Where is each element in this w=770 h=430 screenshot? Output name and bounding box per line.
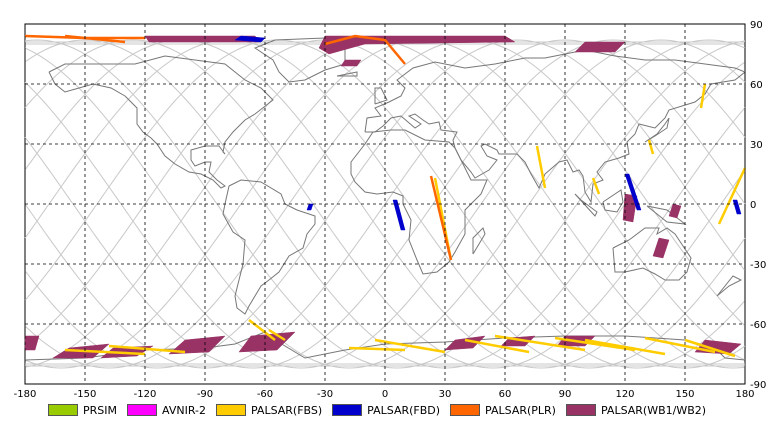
y-tick-labels: 90 60 30 0 -30 -60 -90: [750, 20, 766, 391]
swath: [429, 175, 453, 261]
swath: [652, 237, 670, 259]
swath: [234, 35, 266, 43]
swath: [64, 34, 126, 44]
swath: [732, 199, 742, 215]
swath: [494, 334, 586, 352]
legend-label: PALSAR(PLR): [485, 403, 556, 417]
x-tick-label: -150: [74, 389, 97, 400]
coastline: [716, 275, 743, 297]
x-tick-label: 150: [675, 389, 694, 400]
swath: [248, 319, 276, 341]
swath: [535, 145, 547, 189]
swath: [624, 173, 642, 211]
y-tick-label: 30: [750, 140, 763, 151]
x-tick-label: -90: [197, 389, 213, 400]
swath: [324, 34, 406, 65]
swath: [24, 335, 40, 351]
swath: [554, 336, 636, 352]
coastline: [472, 227, 486, 255]
swath: [464, 338, 530, 354]
x-tick-label: 0: [382, 389, 388, 400]
swath: [268, 328, 286, 342]
swath: [340, 59, 362, 67]
swath: [684, 338, 736, 358]
x-tick-label: -180: [14, 389, 37, 400]
coastline: [364, 49, 746, 204]
coastline: [644, 117, 670, 143]
legend-label: PALSAR(FBS): [250, 403, 323, 417]
x-tick-label: 90: [559, 389, 572, 400]
legend-swatch: [450, 404, 481, 416]
legend-swatch: [215, 404, 246, 416]
swath: [374, 338, 446, 354]
swath: [348, 346, 406, 352]
legend-item: PRSIM: [48, 404, 117, 417]
x-tick-label: -120: [134, 389, 157, 400]
legend-label: PALSAR(WB1/WB2): [600, 403, 707, 417]
y-tick-label: -30: [750, 260, 766, 271]
acquisition-swaths: [24, 34, 747, 359]
legend-swatch: [332, 404, 363, 416]
coastline: [48, 55, 274, 189]
legend-item: PALSAR(FBS): [215, 403, 323, 417]
legend-swatch: [565, 404, 596, 416]
legend-swatch: [127, 404, 157, 416]
legend-item: AVNIR-2: [127, 404, 206, 417]
gridlines: [24, 23, 746, 385]
swath: [64, 348, 146, 356]
swath: [168, 335, 226, 355]
x-tick-label: 180: [735, 389, 754, 400]
y-tick-label: -60: [750, 320, 766, 331]
legend-label: PRSIM: [83, 403, 117, 417]
legend-label: PALSAR(FBD): [367, 403, 441, 417]
swath: [591, 177, 601, 195]
x-tick-label: 30: [439, 389, 452, 400]
x-tick-label: -60: [257, 389, 273, 400]
swath: [108, 344, 186, 354]
coastline: [612, 227, 692, 281]
swath: [717, 167, 747, 225]
y-tick-label: 90: [750, 20, 763, 31]
y-tick-label: 60: [750, 80, 763, 91]
legend-item: PALSAR(FBD): [332, 404, 440, 417]
coastline: [574, 193, 598, 217]
swath: [392, 199, 406, 231]
swath: [644, 336, 716, 354]
swath: [584, 338, 666, 356]
legend-item: PALSAR(WB1/WB2): [565, 403, 707, 417]
y-tick-label: 0: [750, 200, 756, 211]
x-tick-label: 60: [499, 389, 512, 400]
legend-label: AVNIR-2: [162, 403, 206, 417]
swath: [306, 203, 314, 211]
swath: [668, 203, 682, 219]
x-tick-label: 120: [615, 389, 634, 400]
legend: PRSIM AVNIR-2 PALSAR(FBS) PALSAR(FBD) PALSAR…: [48, 402, 716, 418]
coastline: [374, 87, 388, 105]
swath: [444, 335, 486, 351]
x-tick-label: -30: [317, 389, 333, 400]
coastline: [336, 71, 358, 77]
x-tick-labels: -180 -150 -120 -90 -60 -30 0 30 60 90 120 150 180: [14, 389, 755, 400]
swath: [574, 41, 626, 53]
swath: [699, 83, 707, 109]
legend-item: PALSAR(PLR): [450, 404, 556, 417]
swath: [647, 139, 655, 155]
coastline: [602, 189, 624, 213]
y-tick-label: -90: [750, 380, 766, 391]
legend-swatch: [48, 404, 78, 416]
